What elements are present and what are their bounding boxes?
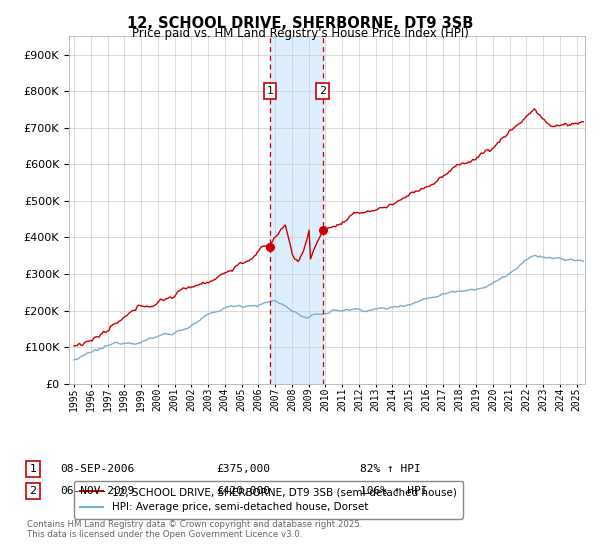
Text: 106% ↑ HPI: 106% ↑ HPI xyxy=(360,486,427,496)
Text: 06-NOV-2009: 06-NOV-2009 xyxy=(60,486,134,496)
Text: 12, SCHOOL DRIVE, SHERBORNE, DT9 3SB: 12, SCHOOL DRIVE, SHERBORNE, DT9 3SB xyxy=(127,16,473,31)
Legend: 12, SCHOOL DRIVE, SHERBORNE, DT9 3SB (semi-detached house), HPI: Average price, : 12, SCHOOL DRIVE, SHERBORNE, DT9 3SB (se… xyxy=(74,481,463,519)
Text: £420,000: £420,000 xyxy=(216,486,270,496)
Text: 2: 2 xyxy=(319,86,326,96)
Text: Contains HM Land Registry data © Crown copyright and database right 2025.
This d: Contains HM Land Registry data © Crown c… xyxy=(27,520,362,539)
Bar xyxy=(270,36,323,384)
Text: 1: 1 xyxy=(29,464,37,474)
Text: 08-SEP-2006: 08-SEP-2006 xyxy=(60,464,134,474)
Text: 82% ↑ HPI: 82% ↑ HPI xyxy=(360,464,421,474)
Text: 2: 2 xyxy=(29,486,37,496)
Text: 1: 1 xyxy=(266,86,274,96)
Text: £375,000: £375,000 xyxy=(216,464,270,474)
Text: Price paid vs. HM Land Registry's House Price Index (HPI): Price paid vs. HM Land Registry's House … xyxy=(131,27,469,40)
